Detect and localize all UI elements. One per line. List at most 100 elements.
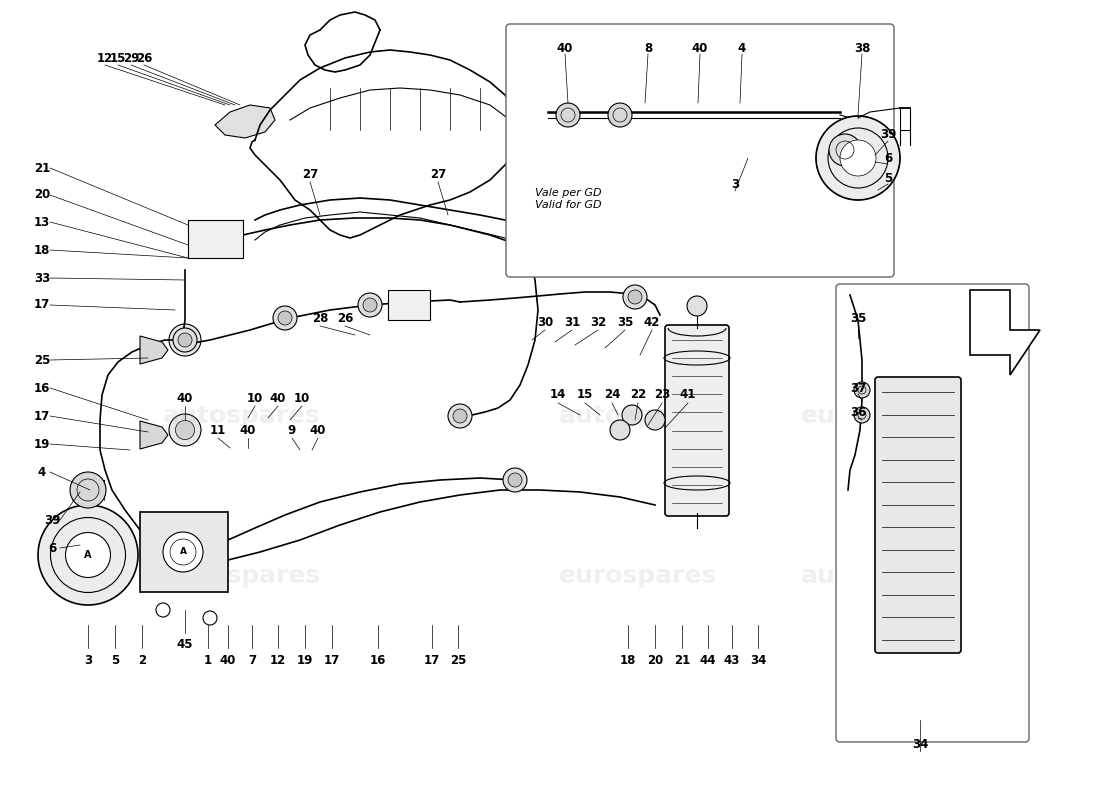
Circle shape [854,382,870,398]
Text: 2: 2 [138,654,146,666]
Text: 43: 43 [724,654,740,666]
Text: eurospares: eurospares [801,404,959,428]
Text: 28: 28 [311,311,328,325]
Circle shape [169,414,201,446]
Circle shape [363,298,377,312]
Circle shape [623,285,647,309]
Circle shape [508,473,522,487]
Text: 40: 40 [692,42,708,54]
Text: 40: 40 [240,423,256,437]
Text: 25: 25 [450,654,466,666]
Polygon shape [140,336,168,364]
Text: 20: 20 [34,189,51,202]
Text: 9: 9 [288,423,296,437]
Text: 15: 15 [110,51,126,65]
Text: 35: 35 [617,315,634,329]
Text: A: A [179,547,187,557]
Polygon shape [140,421,168,449]
Text: 5: 5 [111,654,119,666]
Text: 7: 7 [248,654,256,666]
Text: 18: 18 [34,243,51,257]
Text: 32: 32 [590,315,606,329]
Circle shape [173,328,197,352]
Circle shape [829,134,861,166]
Text: 3: 3 [730,178,739,191]
Text: 23: 23 [653,389,670,402]
Text: 19: 19 [34,438,51,450]
Text: 39: 39 [44,514,60,526]
FancyBboxPatch shape [188,220,243,258]
Text: 45: 45 [177,638,194,651]
Text: 35: 35 [850,311,866,325]
Text: 17: 17 [424,654,440,666]
Text: 10: 10 [246,391,263,405]
Circle shape [610,420,630,440]
Circle shape [66,533,110,578]
Text: 42: 42 [644,315,660,329]
Text: 13: 13 [34,215,51,229]
Circle shape [608,103,632,127]
Text: 40: 40 [310,423,327,437]
Text: 31: 31 [564,315,580,329]
Circle shape [70,472,106,508]
Text: 17: 17 [323,654,340,666]
Text: eurospares: eurospares [163,564,321,588]
Circle shape [688,296,707,316]
Circle shape [448,404,472,428]
Text: 34: 34 [912,738,928,751]
Text: 21: 21 [674,654,690,666]
Circle shape [628,290,642,304]
Text: 27: 27 [301,169,318,182]
Text: 1: 1 [204,654,212,666]
Text: 6: 6 [884,151,892,165]
Text: 16: 16 [370,654,386,666]
Text: 44: 44 [700,654,716,666]
Circle shape [503,468,527,492]
Circle shape [163,532,204,572]
Text: 17: 17 [34,410,51,422]
Text: 10: 10 [294,391,310,405]
Text: 25: 25 [34,354,51,366]
FancyBboxPatch shape [140,512,228,592]
FancyBboxPatch shape [666,325,729,516]
Text: 11: 11 [210,423,227,437]
Text: 20: 20 [647,654,663,666]
Text: autospares: autospares [801,564,959,588]
Text: 30: 30 [537,315,553,329]
Text: 4: 4 [738,42,746,54]
Text: 12: 12 [270,654,286,666]
Text: 33: 33 [34,271,51,285]
Circle shape [556,103,580,127]
Circle shape [39,505,138,605]
Text: 24: 24 [604,389,620,402]
Text: 40: 40 [177,391,194,405]
Text: 18: 18 [619,654,636,666]
FancyBboxPatch shape [388,290,430,320]
Text: 40: 40 [557,42,573,54]
Circle shape [273,306,297,330]
Text: 26: 26 [337,311,353,325]
Text: 5: 5 [884,171,892,185]
Text: 34: 34 [750,654,767,666]
Text: 17: 17 [34,298,51,311]
Text: 39: 39 [880,129,896,142]
Text: 41: 41 [680,389,696,402]
Text: 26: 26 [135,51,152,65]
Text: eurospares: eurospares [559,564,717,588]
Circle shape [840,140,876,176]
Text: Vale per GD
Valid for GD: Vale per GD Valid for GD [535,188,602,210]
Text: 40: 40 [220,654,236,666]
Polygon shape [214,105,275,138]
Text: 15: 15 [576,389,593,402]
FancyBboxPatch shape [874,377,961,653]
Text: 4: 4 [37,466,46,478]
Circle shape [175,330,195,350]
Text: autospares: autospares [559,404,717,428]
Text: 22: 22 [630,389,646,402]
Text: 16: 16 [34,382,51,394]
Text: autospares: autospares [163,404,321,428]
Text: 3: 3 [84,654,92,666]
Circle shape [621,405,642,425]
Circle shape [175,421,195,440]
Circle shape [169,324,201,356]
